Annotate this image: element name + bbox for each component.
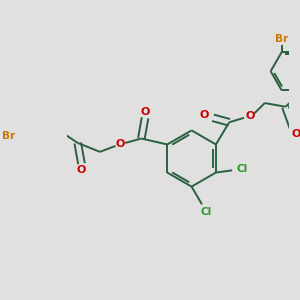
Text: O: O [291, 129, 300, 139]
Text: O: O [140, 107, 150, 117]
Text: Br: Br [275, 34, 288, 44]
Text: O: O [77, 165, 86, 175]
Text: O: O [245, 111, 255, 121]
Text: Cl: Cl [236, 164, 248, 174]
Text: O: O [116, 140, 125, 149]
Text: Br: Br [2, 130, 15, 141]
Text: O: O [200, 110, 209, 120]
Text: Cl: Cl [201, 207, 212, 217]
